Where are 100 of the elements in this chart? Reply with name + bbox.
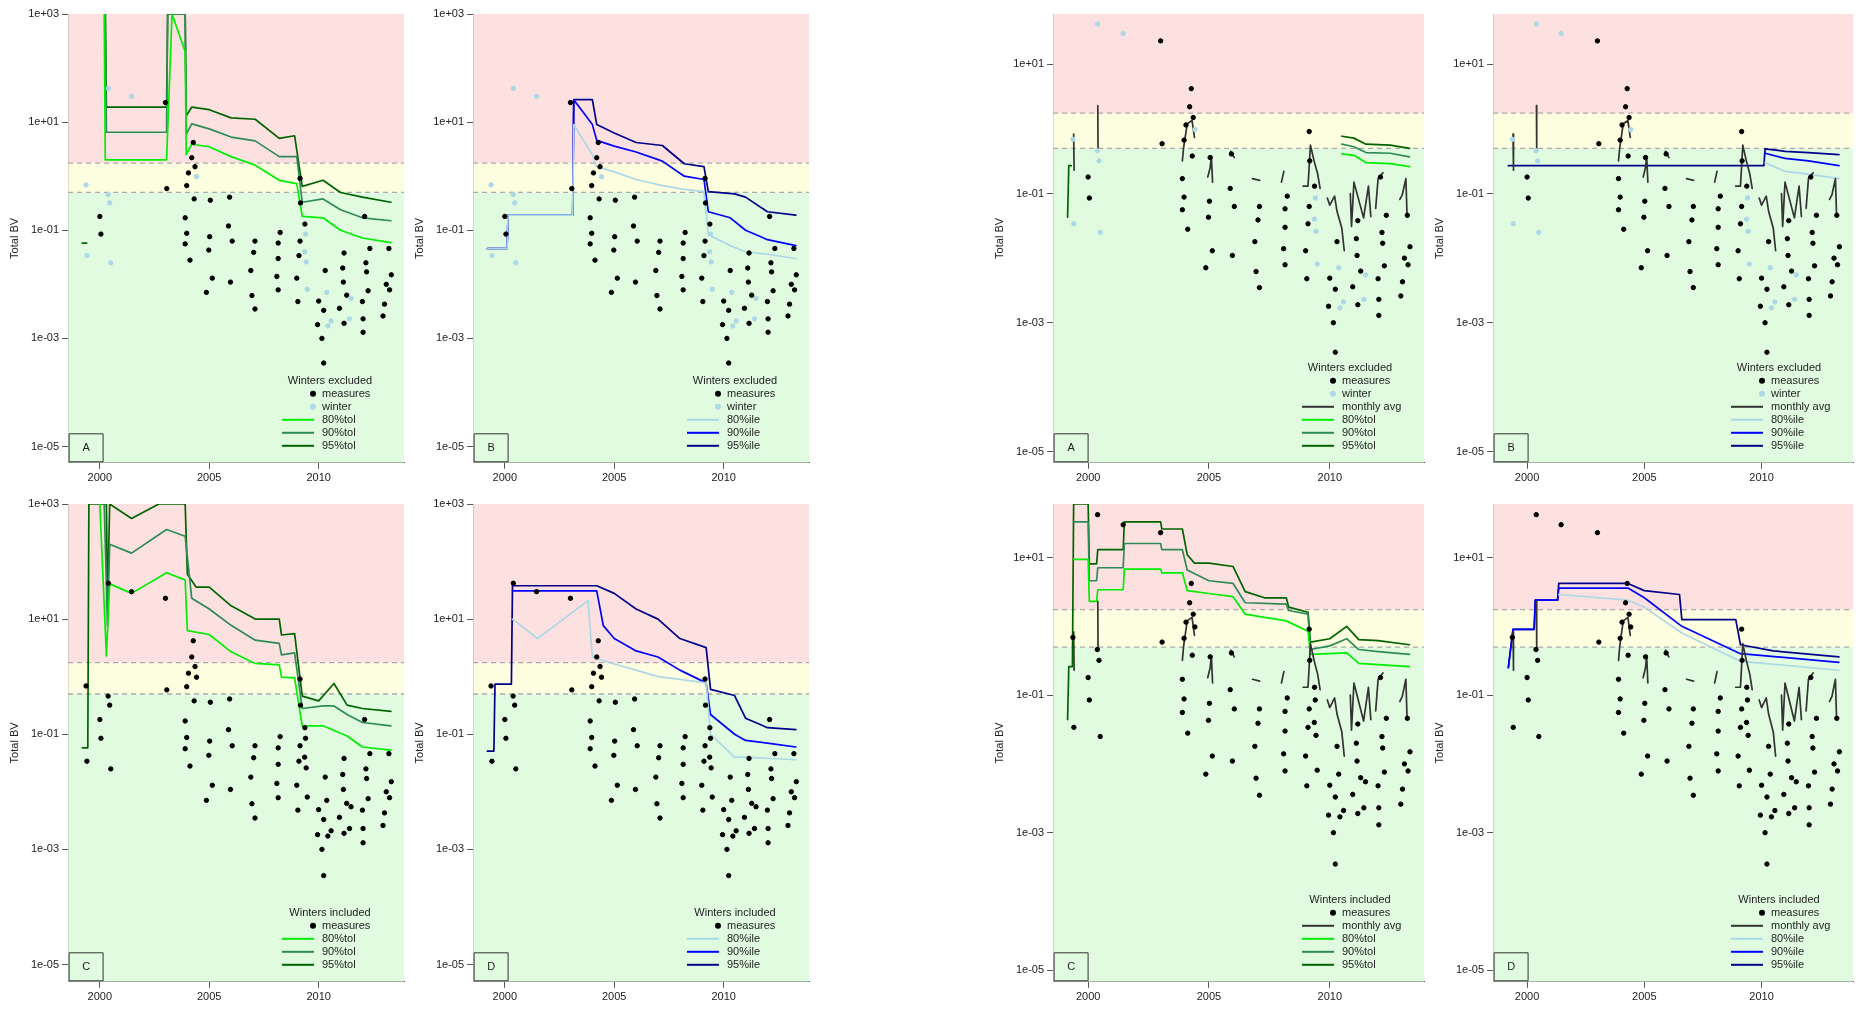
y-tick-label: 1e+01 <box>1453 550 1485 563</box>
x-tick-label: 2005 <box>197 471 222 484</box>
legend-label: 90%tol <box>322 425 356 438</box>
annotation: D <box>487 959 496 972</box>
y-tick-label: 1e+03 <box>28 7 60 20</box>
y-tick-label: 1e-05 <box>1455 963 1485 976</box>
y-tick-label: 1e-03 <box>30 331 60 344</box>
y-tick-label: 1e-01 <box>435 223 465 236</box>
legend-title: Winters excluded <box>1736 360 1822 373</box>
y-tick-label: 1e+03 <box>433 497 465 510</box>
legend-label: measures <box>727 386 776 399</box>
y-tick-label: 1e+03 <box>28 497 60 510</box>
legend-label: monthly avg <box>1771 399 1831 412</box>
x-tick-label: 2010 <box>1317 990 1343 1003</box>
legend-label: 90%tol <box>1342 944 1376 957</box>
y-tick-label: 1e-03 <box>1455 825 1485 838</box>
legend-title: Winters included <box>1738 892 1820 905</box>
legend-label: 95%ile <box>1771 957 1805 970</box>
y-tick-label: 1e-03 <box>1015 315 1045 328</box>
y-tick-label: 1e-01 <box>30 727 60 740</box>
x-tick-label: 2000 <box>87 990 113 1003</box>
annotation: C <box>1067 959 1076 972</box>
legend-label: monthly avg <box>1342 399 1402 412</box>
x-tick-label: 2000 <box>1075 471 1101 484</box>
legend-label: 95%tol <box>1342 957 1376 970</box>
y-tick-label: 1e-03 <box>30 842 60 855</box>
legend-label: 95%ile <box>727 438 761 451</box>
x-tick-label: 2005 <box>1196 990 1222 1003</box>
x-tick-label: 2000 <box>492 471 518 484</box>
legend-label: 80%tol <box>1342 931 1376 944</box>
legend-label: 80%ile <box>1771 931 1805 944</box>
x-tick-label: 2010 <box>711 990 736 1003</box>
legend-label: 80%ile <box>1771 412 1805 425</box>
legend-label: 90%ile <box>1771 425 1805 438</box>
x-tick-label: 2010 <box>1749 990 1774 1003</box>
legend-label: 90%ile <box>1771 944 1805 957</box>
legend-label: winter <box>1341 386 1372 399</box>
legend-label: winter <box>726 399 757 412</box>
legend-label: measures <box>727 918 776 931</box>
x-tick-label: 2005 <box>1632 471 1657 484</box>
y-tick-label: 1e+01 <box>1013 57 1045 70</box>
legend-label: 95%ile <box>1771 438 1805 451</box>
y-tick-label: 1e-05 <box>1015 445 1045 458</box>
x-tick-label: 2000 <box>87 471 113 484</box>
legend-label: 95%tol <box>322 957 356 970</box>
annotation: A <box>1067 440 1076 453</box>
y-tick-label: 1e-05 <box>30 957 60 970</box>
y-tick-label: 1e-01 <box>1455 186 1485 199</box>
annotation: B <box>1507 440 1515 453</box>
x-tick-label: 2005 <box>197 990 222 1003</box>
x-tick-label: 2005 <box>602 990 627 1003</box>
legend-label: measures <box>322 918 371 931</box>
y-tick-label: 1e-03 <box>1015 825 1045 838</box>
legend-label: monthly avg <box>1771 918 1831 931</box>
y-tick-label: 1e-01 <box>435 727 465 740</box>
legend-label: 90%tol <box>1342 425 1376 438</box>
y-tick-label: 1e-01 <box>1455 688 1485 701</box>
y-tick-label: 1e-03 <box>1455 315 1485 328</box>
legend-title: Winters excluded <box>1307 360 1393 373</box>
legend-label: 80%ile <box>727 931 761 944</box>
legend-label: 95%ile <box>727 957 761 970</box>
x-tick-label: 2000 <box>1075 990 1101 1003</box>
legend-title: Winters excluded <box>287 373 373 386</box>
x-tick-label: 2005 <box>1196 471 1222 484</box>
y-tick-label: 1e+03 <box>433 7 465 20</box>
legend-label: 80%ile <box>727 412 761 425</box>
y-axis-title: Total BV <box>412 721 425 764</box>
y-tick-label: 1e-05 <box>1455 445 1485 458</box>
y-tick-label: 1e+01 <box>1453 57 1485 70</box>
legend-label: 80%tol <box>1342 412 1376 425</box>
x-tick-label: 2010 <box>711 471 736 484</box>
legend-label: measures <box>1342 373 1391 386</box>
legend-label: measures <box>1342 905 1391 918</box>
x-tick-label: 2000 <box>1514 471 1540 484</box>
legend-label: measures <box>1771 373 1820 386</box>
legend-title: Winters included <box>694 905 776 918</box>
legend-title: Winters included <box>1309 892 1391 905</box>
x-tick-label: 2005 <box>602 471 627 484</box>
y-tick-label: 1e+01 <box>433 612 465 625</box>
legend-label: 95%tol <box>1342 438 1376 451</box>
y-tick-label: 1e-05 <box>30 439 60 452</box>
x-tick-label: 2010 <box>306 990 331 1003</box>
y-tick-label: 1e-01 <box>30 223 60 236</box>
legend-title: Winters included <box>289 905 371 918</box>
y-tick-label: 1e-05 <box>1015 963 1045 976</box>
legend-label: 90%ile <box>727 944 761 957</box>
y-axis-title: Total BV <box>992 217 1005 259</box>
x-tick-label: 2000 <box>492 990 518 1003</box>
y-tick-label: 1e-03 <box>435 331 465 344</box>
annotation: D <box>1507 959 1516 972</box>
legend-label: measures <box>1771 905 1820 918</box>
y-tick-label: 1e+01 <box>28 115 60 128</box>
x-tick-label: 2005 <box>1632 990 1657 1003</box>
y-axis-title: Total BV <box>412 217 425 259</box>
y-axis-title: Total BV <box>1432 721 1445 764</box>
legend-label: measures <box>322 386 371 399</box>
x-tick-label: 2010 <box>1749 471 1774 484</box>
legend-label: 90%tol <box>322 944 356 957</box>
y-axis-title: Total BV <box>7 721 20 764</box>
y-tick-label: 1e-05 <box>435 957 465 970</box>
